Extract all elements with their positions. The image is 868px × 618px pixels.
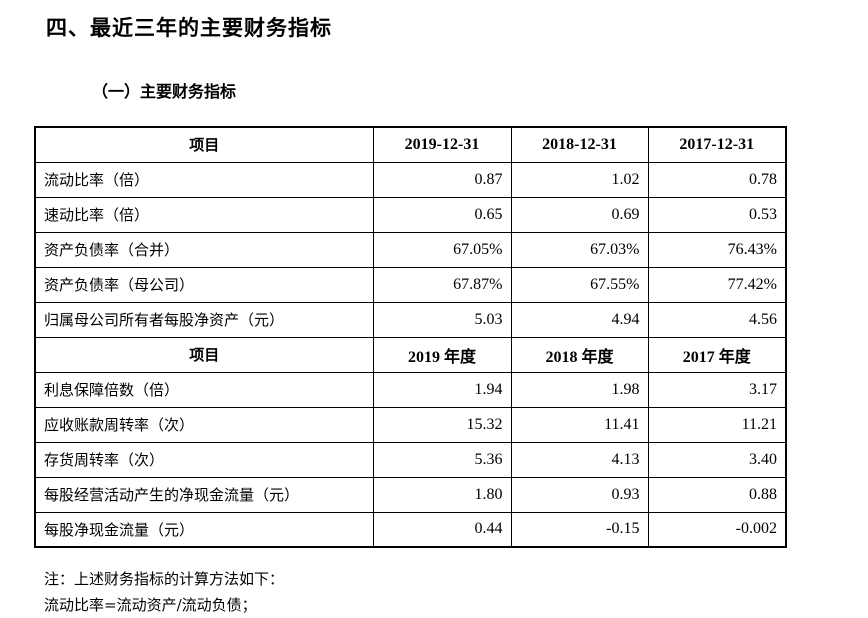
- cell-value: 0.53: [647, 196, 787, 233]
- subsection-heading: （一）主要财务指标: [92, 82, 237, 101]
- row-label: 速动比率（倍）: [34, 196, 374, 233]
- cell-value: 67.87%: [372, 266, 512, 303]
- row-label: 应收账款周转率（次）: [34, 406, 374, 443]
- notes: 注：上述财务指标的计算方法如下： 流动比率=流动资产/流动负债；: [44, 566, 284, 618]
- table-row: 每股净现金流量（元） 0.44 -0.15 -0.002: [34, 511, 787, 548]
- row-label: 每股净现金流量（元）: [34, 511, 374, 548]
- table-row: 每股经营活动产生的净现金流量（元） 1.80 0.93 0.88: [34, 476, 787, 513]
- row-label: 存货周转率（次）: [34, 441, 374, 478]
- table-row: 存货周转率（次） 5.36 4.13 3.40: [34, 441, 787, 478]
- cell-value: 5.36: [372, 441, 512, 478]
- cell-value: 67.03%: [510, 231, 649, 268]
- cell-value: 3.40: [647, 441, 787, 478]
- cell-value: 77.42%: [647, 266, 787, 303]
- table-header-row-annual: 项目 2019 年度 2018 年度 2017 年度: [34, 336, 787, 373]
- cell-value: 5.03: [372, 301, 512, 338]
- cell-value: 0.44: [372, 511, 512, 548]
- cell-value: 0.78: [647, 161, 787, 198]
- column-header-2018: 2018-12-31: [510, 126, 649, 163]
- column-header-2018-annual: 2018 年度: [510, 336, 649, 373]
- table-row: 流动比率（倍） 0.87 1.02 0.78: [34, 161, 787, 198]
- note-line: 流动比率=流动资产/流动负债；: [44, 596, 257, 614]
- cell-value: 15.32: [372, 406, 512, 443]
- row-label: 资产负债率（母公司）: [34, 266, 374, 303]
- row-label: 资产负债率（合并）: [34, 231, 374, 268]
- cell-value: 3.17: [647, 371, 787, 408]
- note-line: 注：上述财务指标的计算方法如下：: [44, 570, 285, 588]
- table-row: 归属母公司所有者每股净资产（元） 5.03 4.94 4.56: [34, 301, 787, 338]
- cell-value: 1.94: [372, 371, 512, 408]
- cell-value: 11.21: [647, 406, 787, 443]
- section-heading: 四、最近三年的主要财务指标: [46, 16, 332, 40]
- cell-value: 76.43%: [647, 231, 787, 268]
- table-row: 应收账款周转率（次） 15.32 11.41 11.21: [34, 406, 787, 443]
- cell-value: 0.88: [647, 476, 787, 513]
- column-header-item: 项目: [34, 336, 374, 373]
- cell-value: 4.56: [647, 301, 787, 338]
- cell-value: 67.55%: [510, 266, 649, 303]
- cell-value: 1.80: [372, 476, 512, 513]
- row-label: 归属母公司所有者每股净资产（元）: [34, 301, 374, 338]
- column-header-2019-annual: 2019 年度: [372, 336, 512, 373]
- column-header-2017: 2017-12-31: [647, 126, 787, 163]
- column-header-2019: 2019-12-31: [372, 126, 512, 163]
- cell-value: 11.41: [510, 406, 649, 443]
- cell-value: 67.05%: [372, 231, 512, 268]
- row-label: 每股经营活动产生的净现金流量（元）: [34, 476, 374, 513]
- row-label: 流动比率（倍）: [34, 161, 374, 198]
- row-label: 利息保障倍数（倍）: [34, 371, 374, 408]
- cell-value: 0.93: [510, 476, 649, 513]
- cell-value: 1.02: [510, 161, 649, 198]
- cell-value: 0.69: [510, 196, 649, 233]
- column-header-2017-annual: 2017 年度: [647, 336, 787, 373]
- table-row: 资产负债率（合并） 67.05% 67.03% 76.43%: [34, 231, 787, 268]
- cell-value: 4.94: [510, 301, 649, 338]
- cell-value: 0.87: [372, 161, 512, 198]
- table-row: 利息保障倍数（倍） 1.94 1.98 3.17: [34, 371, 787, 408]
- cell-value: 0.65: [372, 196, 512, 233]
- cell-value: 4.13: [510, 441, 649, 478]
- financial-indicators-table: 项目 2019-12-31 2018-12-31 2017-12-31 流动比率…: [34, 126, 787, 548]
- column-header-item: 项目: [34, 126, 374, 163]
- table-row: 速动比率（倍） 0.65 0.69 0.53: [34, 196, 787, 233]
- cell-value: -0.002: [647, 511, 787, 548]
- cell-value: -0.15: [510, 511, 649, 548]
- table-header-row: 项目 2019-12-31 2018-12-31 2017-12-31: [34, 126, 787, 163]
- table-row: 资产负债率（母公司） 67.87% 67.55% 77.42%: [34, 266, 787, 303]
- cell-value: 1.98: [510, 371, 649, 408]
